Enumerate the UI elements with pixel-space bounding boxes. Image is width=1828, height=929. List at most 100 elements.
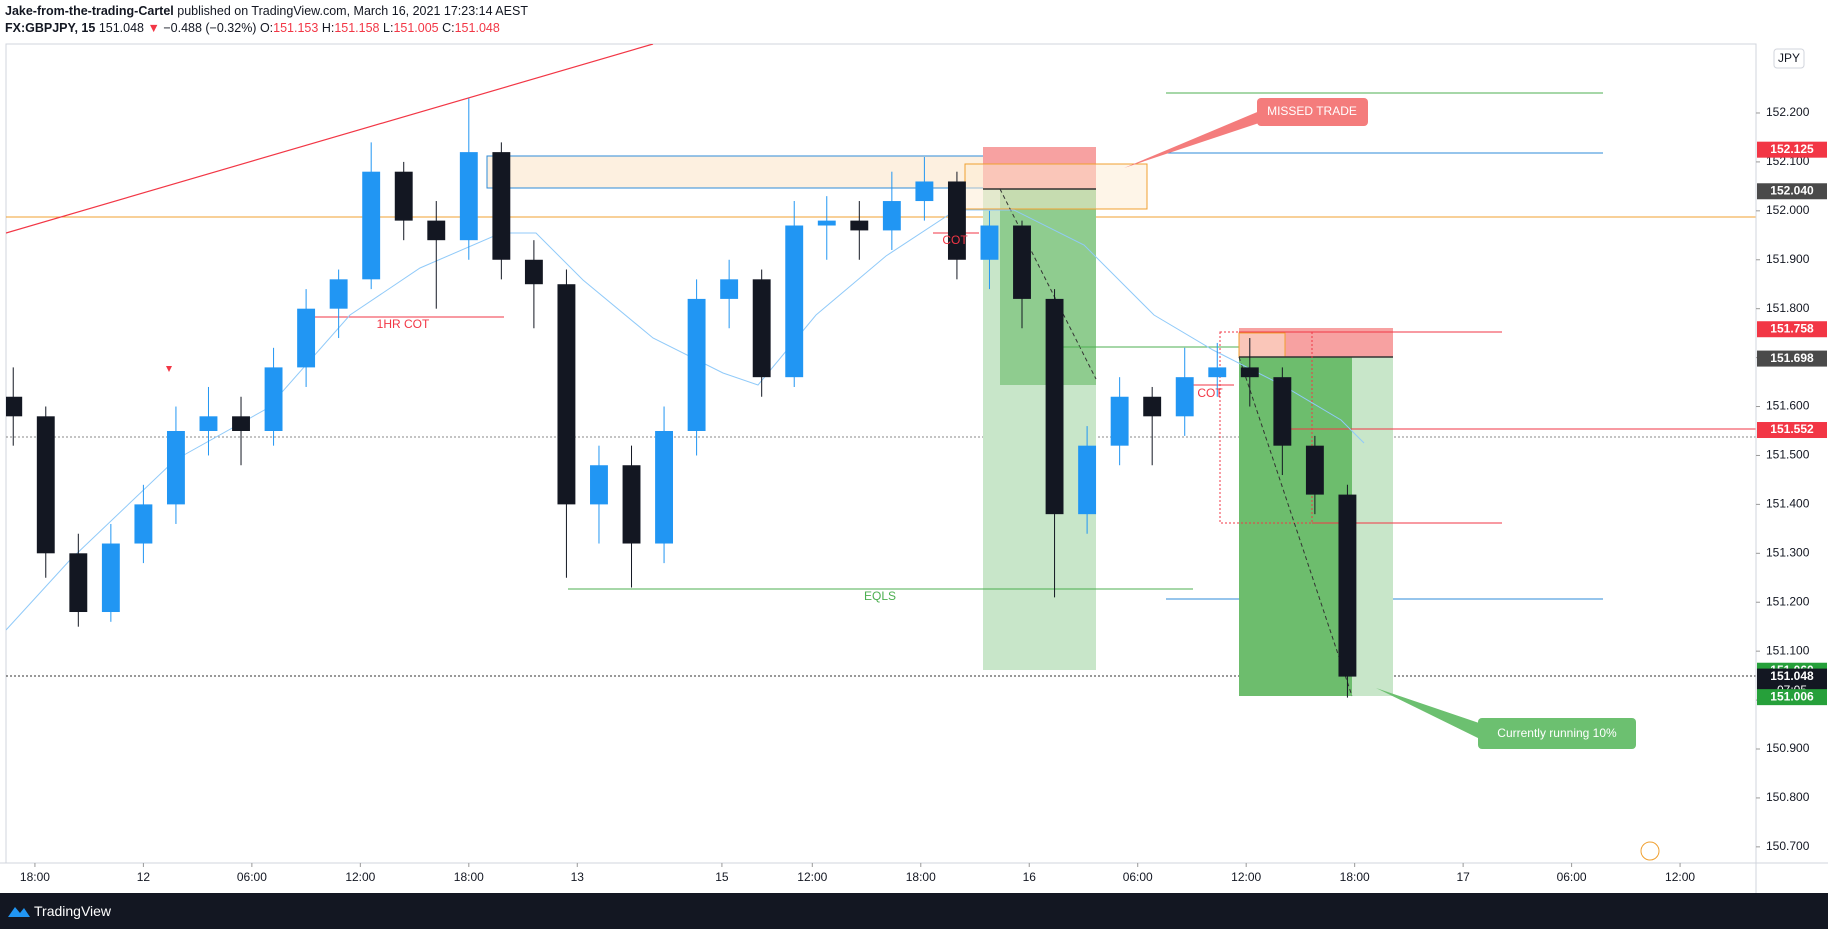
candle-body	[1175, 377, 1194, 417]
footer: TradingView	[0, 893, 1828, 929]
candle-body	[980, 225, 999, 260]
annotation: 1HR COT	[377, 317, 430, 331]
y-tick-label: 151.600	[1766, 399, 1810, 413]
candle-body	[622, 465, 641, 544]
currency: JPY	[1778, 51, 1800, 65]
l: 151.005	[393, 21, 439, 35]
candle-body	[752, 279, 771, 378]
annotation: COT	[1197, 386, 1223, 400]
x-tick-label: 12:00	[345, 870, 375, 884]
x-tick-label: 17	[1456, 870, 1470, 884]
header-line: Jake-from-the-trading-Cartel published o…	[5, 3, 528, 20]
candle-body	[524, 259, 543, 285]
author: Jake-from-the-trading-Cartel	[5, 4, 174, 18]
candle-body	[297, 308, 316, 368]
y-tick-label: 151.100	[1766, 643, 1810, 657]
candle-body	[817, 220, 836, 226]
header-line: FX:GBPJPY, 15 151.048 ▼ −0.488 (−0.32%) …	[5, 20, 528, 37]
range-box	[1219, 331, 1313, 524]
zone	[1238, 332, 1286, 358]
x-tick-label: 13	[571, 870, 585, 884]
path-line	[1238, 356, 1353, 697]
x-tick-label: 18:00	[1340, 870, 1370, 884]
candle-body	[1110, 396, 1129, 446]
candle-body	[6, 396, 23, 417]
price-tag-label: 151.758	[1770, 321, 1814, 335]
callout-text: Currently running 10%	[1497, 726, 1617, 740]
candle-body	[1338, 494, 1357, 677]
brand: TradingView	[34, 903, 112, 919]
x-tick-label: 18:00	[906, 870, 936, 884]
x-tick-label: 18:00	[454, 870, 484, 884]
x-tick-label: 18:00	[20, 870, 50, 884]
symbol: FX:GBPJPY, 15	[5, 21, 96, 35]
y-tick-label: 150.700	[1766, 839, 1810, 853]
candle-body	[1013, 225, 1031, 299]
callout-pointer	[1124, 110, 1262, 168]
x-tick-label: 16	[1023, 870, 1037, 884]
header: Jake-from-the-trading-Cartel published o…	[5, 3, 528, 37]
y-tick-label: 151.500	[1766, 448, 1810, 462]
price-tag-label: 151.552	[1770, 422, 1814, 436]
c-label: C:	[442, 21, 455, 35]
candle-body	[590, 465, 608, 505]
annotation: EQLS	[864, 589, 896, 603]
candle-body	[720, 279, 739, 299]
zone	[486, 155, 992, 189]
x-tick-label: 12:00	[797, 870, 827, 884]
candle-body	[1208, 367, 1227, 378]
trend-line	[6, 44, 654, 234]
notes: 1HR COT COT COT EQLS MISSED TRADE Curren…	[377, 98, 1660, 861]
candle-body	[232, 416, 250, 431]
candle-body	[687, 298, 706, 431]
candle-body	[1305, 445, 1324, 495]
y-tick-label: 152.000	[1766, 203, 1810, 217]
y-tick-label: 151.200	[1766, 594, 1810, 608]
candle-body	[1273, 377, 1292, 446]
y-tick-label: 151.800	[1766, 301, 1810, 315]
price-tag-label: 151.698	[1770, 351, 1814, 365]
annotation: COT	[942, 233, 968, 247]
candle-body	[166, 430, 185, 505]
candle-body	[1078, 445, 1097, 515]
callout-text: MISSED TRADE	[1267, 104, 1357, 118]
x-tick-label: 06:00	[1557, 870, 1587, 884]
candle-body	[557, 284, 576, 505]
callout	[1257, 98, 1368, 126]
y-tick-label: 152.200	[1766, 105, 1810, 119]
chart: WEEKLY POI 1HR COT COT COT EQLS MISSED T…	[0, 33, 1828, 893]
x-tick-label: 15	[715, 870, 729, 884]
x-tick-label: 12:00	[1231, 870, 1261, 884]
candle-body	[850, 220, 869, 231]
marker	[166, 366, 172, 372]
price-tag	[1757, 141, 1827, 158]
candle-body	[947, 181, 966, 260]
callout-pointer	[1376, 688, 1482, 740]
price-tag-label: 152.040	[1770, 183, 1814, 197]
candle-body	[915, 181, 934, 202]
arrow: ▼	[147, 21, 160, 35]
callout	[1478, 718, 1636, 749]
annotation: WEEKLY POI	[419, 33, 492, 47]
price-tag	[1757, 422, 1827, 439]
change: −0.488 (−0.32%)	[163, 21, 257, 35]
drawings: WEEKLY POI	[6, 33, 1756, 697]
candle-body	[427, 220, 446, 241]
y-tick-label: 151.900	[1766, 252, 1810, 266]
price-tag	[1757, 183, 1827, 200]
candle-body	[459, 152, 478, 241]
candle-body	[134, 504, 153, 544]
candle-body	[394, 171, 413, 221]
o: 151.153	[273, 21, 319, 35]
candle-body	[1240, 367, 1259, 378]
x-tick-label: 12:00	[1665, 870, 1695, 884]
h-label: H:	[321, 21, 335, 35]
candle-body	[1045, 298, 1064, 515]
price-tag-label: 151.006	[1770, 689, 1814, 703]
h: 151.158	[334, 21, 380, 35]
y-tick-label: 151.300	[1766, 545, 1810, 559]
candle-body	[655, 430, 674, 544]
y-tick-label: 150.800	[1766, 790, 1810, 804]
price-tag-label: 151.048	[1770, 669, 1814, 683]
